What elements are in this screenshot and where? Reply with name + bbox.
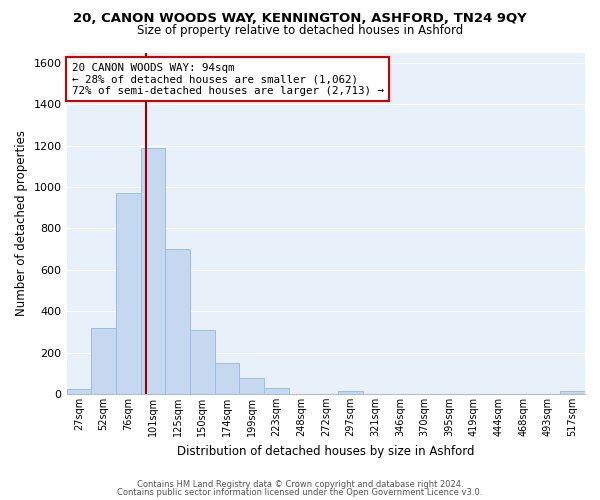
Bar [215, 363, 239, 394]
Bar [91, 328, 116, 394]
Bar [140, 148, 165, 394]
Bar [190, 330, 215, 394]
Text: Contains public sector information licensed under the Open Government Licence v3: Contains public sector information licen… [118, 488, 482, 497]
Bar [165, 249, 190, 394]
X-axis label: Distribution of detached houses by size in Ashford: Distribution of detached houses by size … [177, 444, 475, 458]
Text: 20, CANON WOODS WAY, KENNINGTON, ASHFORD, TN24 9QY: 20, CANON WOODS WAY, KENNINGTON, ASHFORD… [73, 12, 527, 26]
Bar [264, 388, 289, 394]
Text: 20 CANON WOODS WAY: 94sqm
← 28% of detached houses are smaller (1,062)
72% of se: 20 CANON WOODS WAY: 94sqm ← 28% of detac… [72, 62, 384, 96]
Bar [67, 388, 91, 394]
Y-axis label: Number of detached properties: Number of detached properties [15, 130, 28, 316]
Bar [560, 391, 585, 394]
Bar [116, 193, 140, 394]
Text: Contains HM Land Registry data © Crown copyright and database right 2024.: Contains HM Land Registry data © Crown c… [137, 480, 463, 489]
Bar [239, 378, 264, 394]
Bar [338, 391, 363, 394]
Text: Size of property relative to detached houses in Ashford: Size of property relative to detached ho… [137, 24, 463, 37]
